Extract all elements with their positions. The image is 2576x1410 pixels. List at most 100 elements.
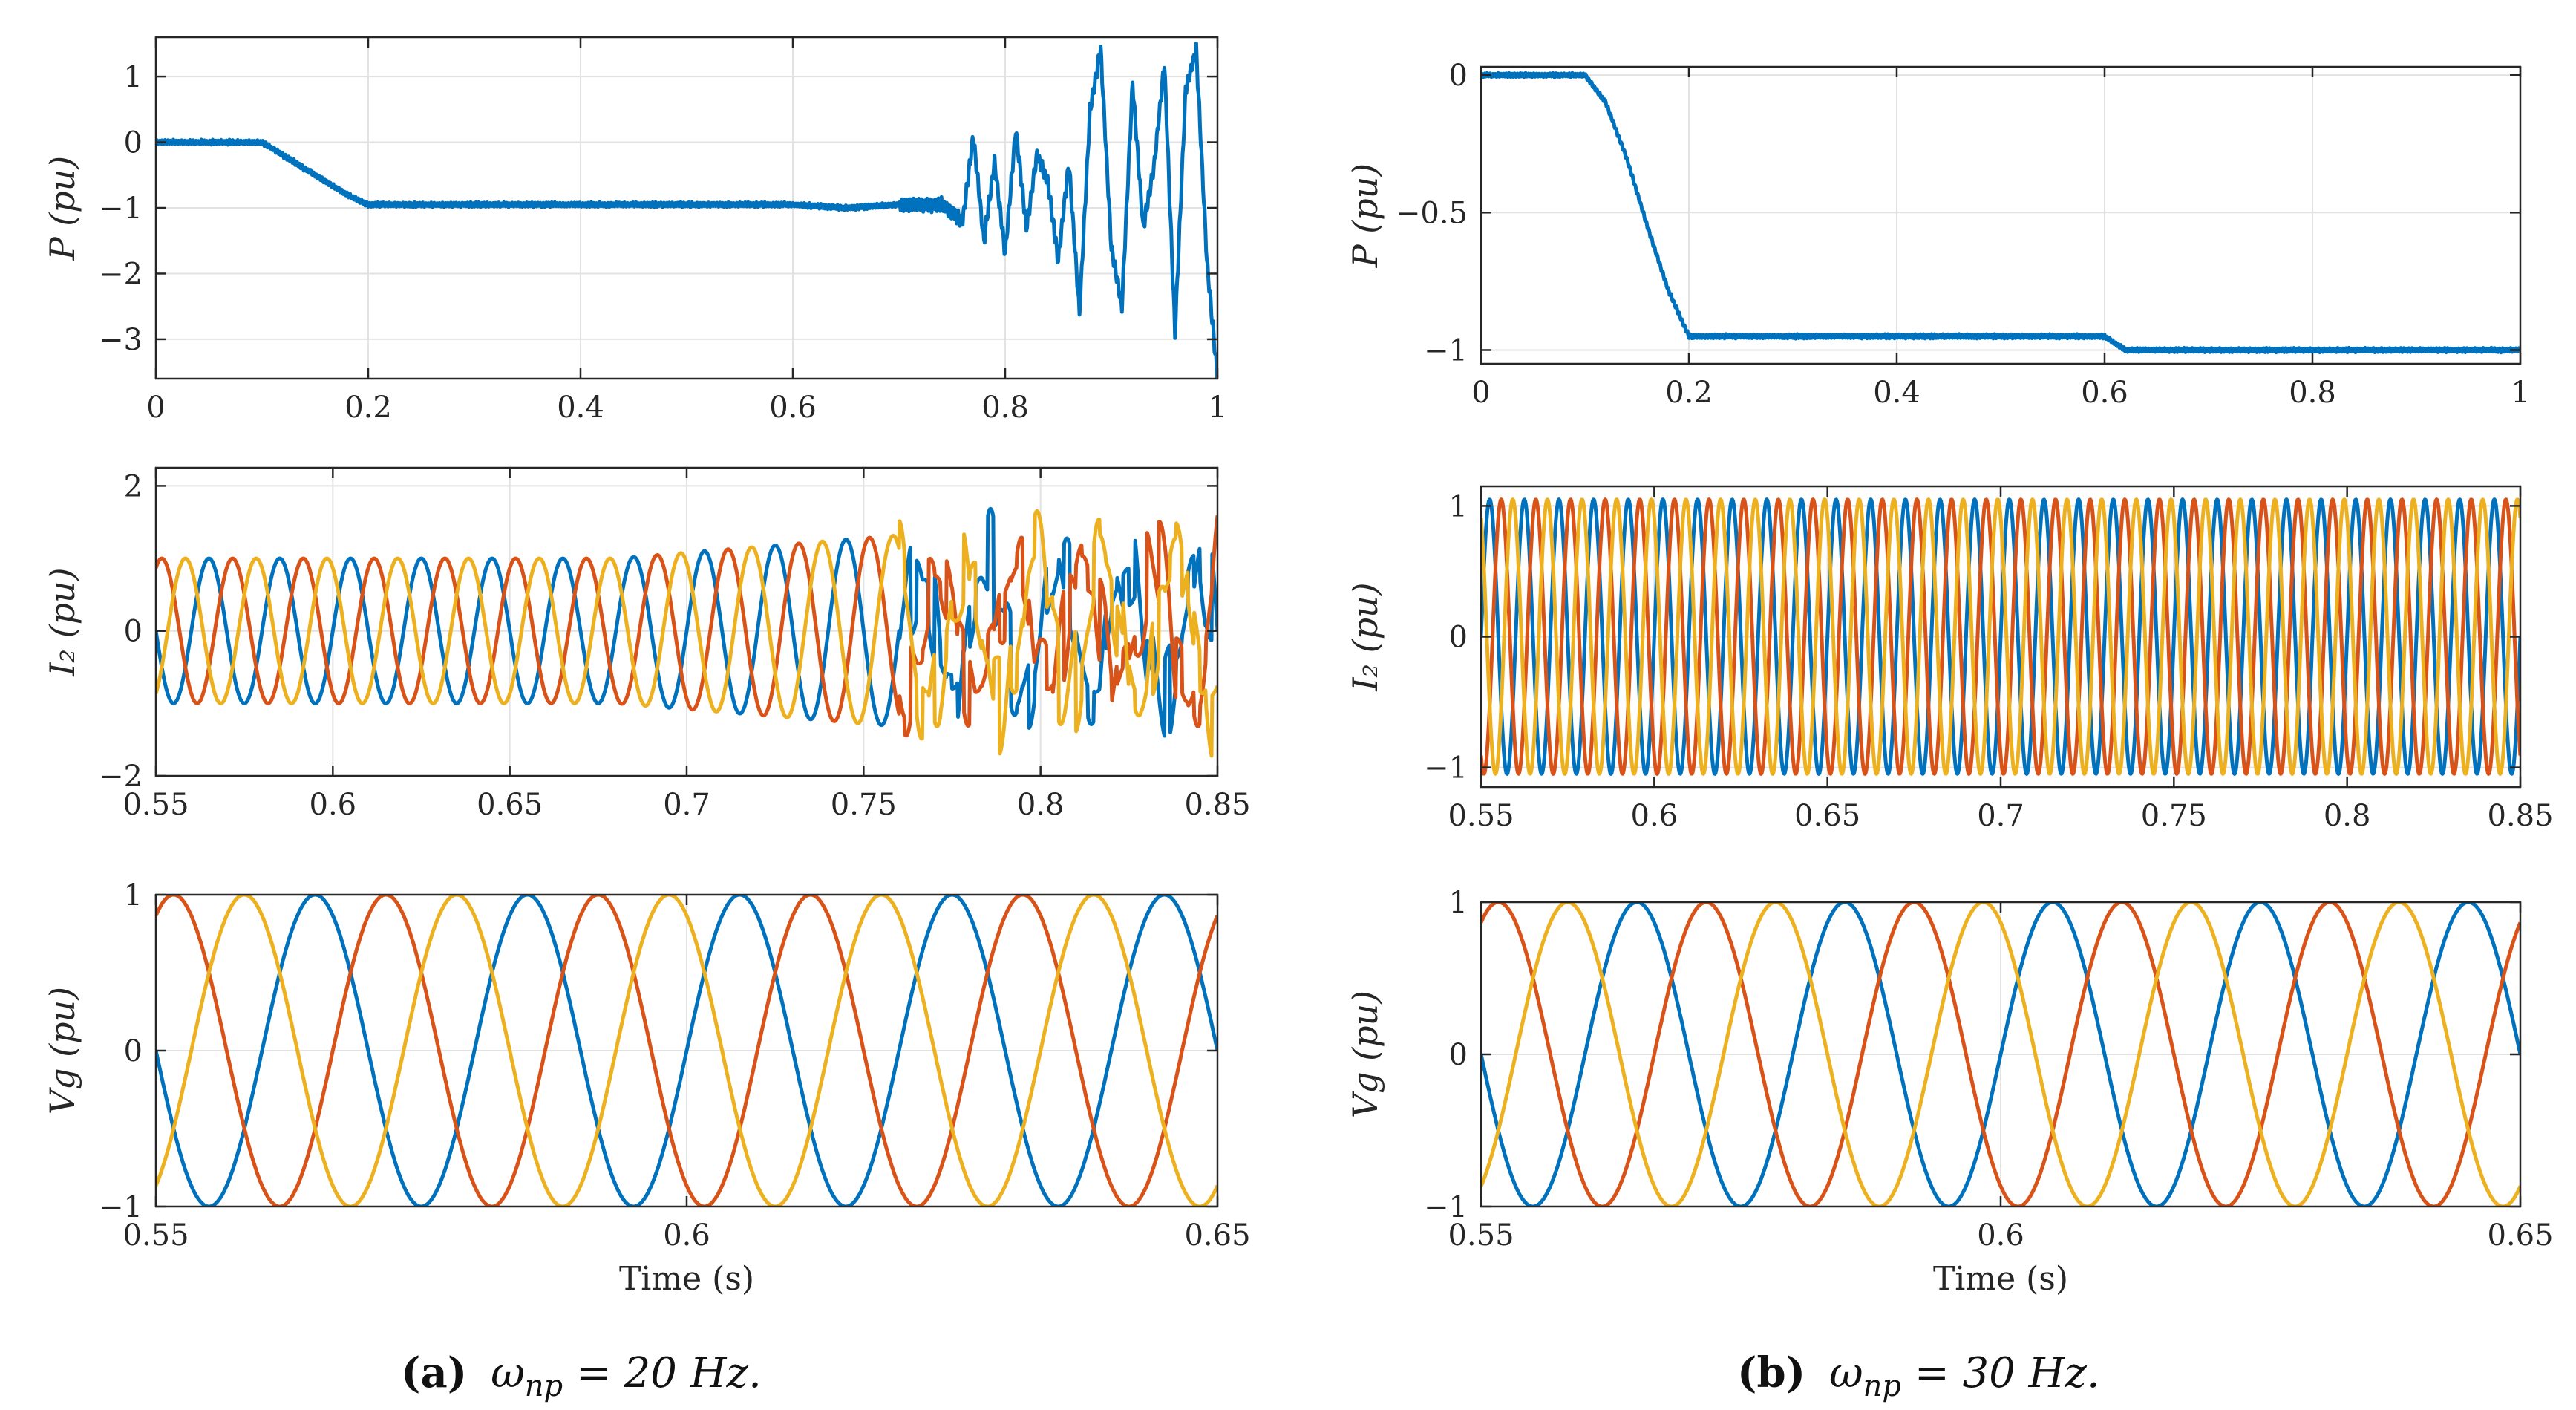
series-P-line — [1481, 71, 2520, 355]
xtick-label: 0.4 — [557, 391, 604, 425]
xtick-label: 0.6 — [769, 391, 817, 425]
ytick-label: −1 — [1424, 1190, 1468, 1224]
xtick-label: 0.2 — [1665, 376, 1713, 410]
x-axis-label: Time (s) — [619, 1260, 754, 1298]
panel-a-Vg: 0.55 0.6 0.65 1 0 −1 Vg (pu) Time (s) — [42, 878, 1251, 1298]
series-group — [156, 506, 1217, 758]
series-phase-b-line — [1481, 902, 2520, 1207]
panel-b-Vg: 0.55 0.6 0.65 1 0 −1 Vg (pu) Time (s) — [1345, 886, 2554, 1298]
ytick-label: −0.5 — [1396, 196, 1468, 230]
series-phase-a-line — [156, 506, 1217, 738]
ytick-label: 0 — [1449, 1038, 1468, 1072]
xtick-label: 0.4 — [1873, 376, 1920, 410]
series-phase-c-line — [1481, 497, 2520, 776]
series-phase-c-line — [1481, 902, 2520, 1207]
y-axis-label: Vg (pu) — [1345, 990, 1385, 1118]
series-group — [1481, 902, 2520, 1207]
svg-text:(b) ωnp = 30 Hz.: (b) ωnp = 30 Hz. — [1737, 1348, 2100, 1403]
ytick-label: 0 — [124, 615, 143, 649]
svg-text:(a) ωnp = 20 Hz.: (a) ωnp = 20 Hz. — [401, 1348, 762, 1403]
panel-b-P: 0 0.2 0.4 0.6 0.8 1 0 −0.5 −1 P (pu) — [1345, 59, 2530, 410]
series-P-line — [156, 42, 1217, 379]
series-group — [156, 895, 1217, 1207]
xtick-label: 0.85 — [2487, 799, 2553, 833]
xtick-label: 1 — [1208, 391, 1226, 425]
ytick-label: −2 — [99, 257, 143, 291]
xtick-label: 0.75 — [2141, 799, 2207, 833]
xtick-label: 0.55 — [1448, 1218, 1514, 1253]
xtick-label: 0.55 — [1448, 799, 1514, 833]
xtick-label: 0.65 — [1184, 1218, 1250, 1253]
y-axis-label: I₂ (pu) — [1345, 582, 1385, 691]
y-axis-label: I₂ (pu) — [42, 567, 82, 676]
x-axis-label: Time (s) — [1933, 1260, 2068, 1298]
caption-b-symbol: ω — [1829, 1349, 1863, 1397]
xtick-label: 0.7 — [663, 788, 710, 822]
caption-a-rest: = 20 Hz. — [563, 1349, 762, 1397]
caption-b-rest: = 30 Hz. — [1901, 1349, 2100, 1397]
ytick-label: 0 — [1449, 59, 1468, 93]
series-phase-a-line — [1481, 902, 2520, 1207]
series-phase-b-line — [1481, 497, 2520, 776]
xtick-label: 0.8 — [1017, 788, 1065, 822]
series-group — [1481, 497, 2520, 776]
caption-b-tag: (b) — [1737, 1348, 1805, 1397]
xtick-label: 0.8 — [2324, 799, 2371, 833]
xtick-label: 0.6 — [310, 788, 357, 822]
panel-b-I2: 0.55 0.6 0.65 0.7 0.75 0.8 0.85 1 0 −1 I₂ (pu) — [1345, 485, 2554, 833]
y-axis-label: Vg (pu) — [42, 987, 82, 1114]
ytick-label: 1 — [1449, 489, 1468, 523]
caption-a-sub: np — [525, 1369, 563, 1403]
series-group — [156, 42, 1217, 379]
series-phase-c-line — [156, 895, 1217, 1207]
panel-a-P: 0 0.2 0.4 0.6 0.8 1 1 0 −1 −2 −3 P (pu) — [42, 36, 1227, 425]
panel-a-I2: 0.55 0.6 0.65 0.7 0.75 0.8 0.85 2 0 −2 I₂ (pu) — [42, 466, 1251, 822]
ytick-label: 0 — [1449, 621, 1468, 655]
xtick-label: 0.8 — [2289, 376, 2336, 410]
xtick-label: 0.55 — [122, 1218, 189, 1253]
ytick-label: 0 — [124, 1034, 143, 1068]
series-phase-a-line — [1481, 497, 2520, 776]
series-group — [1481, 71, 2520, 355]
xtick-label: 0.6 — [663, 1218, 710, 1253]
series-phase-a-line — [156, 895, 1217, 1207]
caption-b: (b) ωnp = 30 Hz. — [1737, 1348, 2100, 1403]
xtick-label: 0.75 — [831, 788, 897, 822]
xtick-label: 0.6 — [1631, 799, 1678, 833]
xtick-label: 0.85 — [1184, 788, 1250, 822]
ytick-label: −3 — [99, 323, 143, 357]
axes-frame — [1480, 65, 2522, 365]
ytick-label: −1 — [99, 1190, 143, 1224]
caption-a-tag: (a) — [401, 1348, 467, 1397]
xtick-label: 0.6 — [2081, 376, 2128, 410]
ytick-label: −1 — [1424, 333, 1468, 368]
ytick-label: −2 — [99, 760, 143, 794]
xtick-label: 0 — [146, 391, 165, 425]
xtick-label: 0.55 — [122, 788, 189, 822]
ytick-label: −1 — [1424, 751, 1468, 786]
ytick-label: 1 — [124, 878, 143, 913]
xtick-label: 0.65 — [2487, 1218, 2553, 1253]
ytick-label: 2 — [124, 469, 143, 503]
ytick-label: −1 — [99, 192, 143, 226]
ytick-label: 1 — [124, 60, 143, 94]
xtick-label: 0.65 — [477, 788, 543, 822]
xtick-label: 0.6 — [1977, 1218, 2024, 1253]
xtick-label: 0.2 — [344, 391, 392, 425]
ytick-label: 0 — [124, 126, 143, 160]
series-phase-c-line — [156, 509, 1217, 758]
xtick-label: 1 — [2511, 376, 2529, 410]
xtick-label: 0.65 — [1794, 799, 1860, 833]
y-axis-label: P (pu) — [42, 156, 82, 261]
xtick-label: 0.8 — [981, 391, 1029, 425]
series-phase-b-line — [156, 895, 1217, 1207]
caption-a-symbol: ω — [491, 1349, 525, 1397]
y-axis-label: P (pu) — [1345, 163, 1385, 269]
panels: 0 0.2 0.4 0.6 0.8 110−1−2−3P (pu)0.55 0.6 0.65 0… — [42, 36, 2554, 1298]
xtick-label: 0.7 — [1977, 799, 2024, 833]
caption-b-sub: np — [1863, 1369, 1901, 1403]
ytick-label: 1 — [1449, 886, 1468, 920]
caption-a: (a) ωnp = 20 Hz. — [401, 1348, 762, 1403]
xtick-label: 0 — [1471, 376, 1490, 410]
